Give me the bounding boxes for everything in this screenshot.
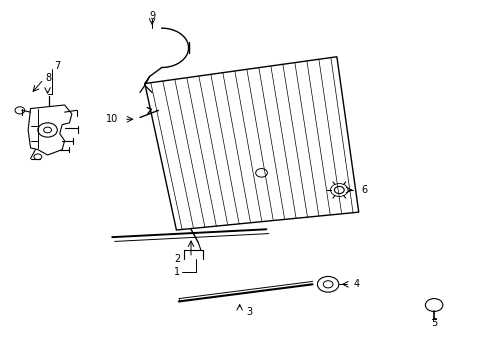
- Text: 5: 5: [430, 318, 436, 328]
- Text: 8: 8: [45, 73, 52, 83]
- Text: 10: 10: [106, 114, 118, 124]
- Text: 4: 4: [353, 279, 359, 289]
- Text: 2: 2: [174, 253, 180, 264]
- Text: 3: 3: [246, 307, 252, 317]
- Text: 6: 6: [361, 185, 366, 195]
- Text: 1: 1: [174, 267, 180, 277]
- Text: 9: 9: [149, 11, 155, 21]
- Text: 7: 7: [54, 61, 61, 71]
